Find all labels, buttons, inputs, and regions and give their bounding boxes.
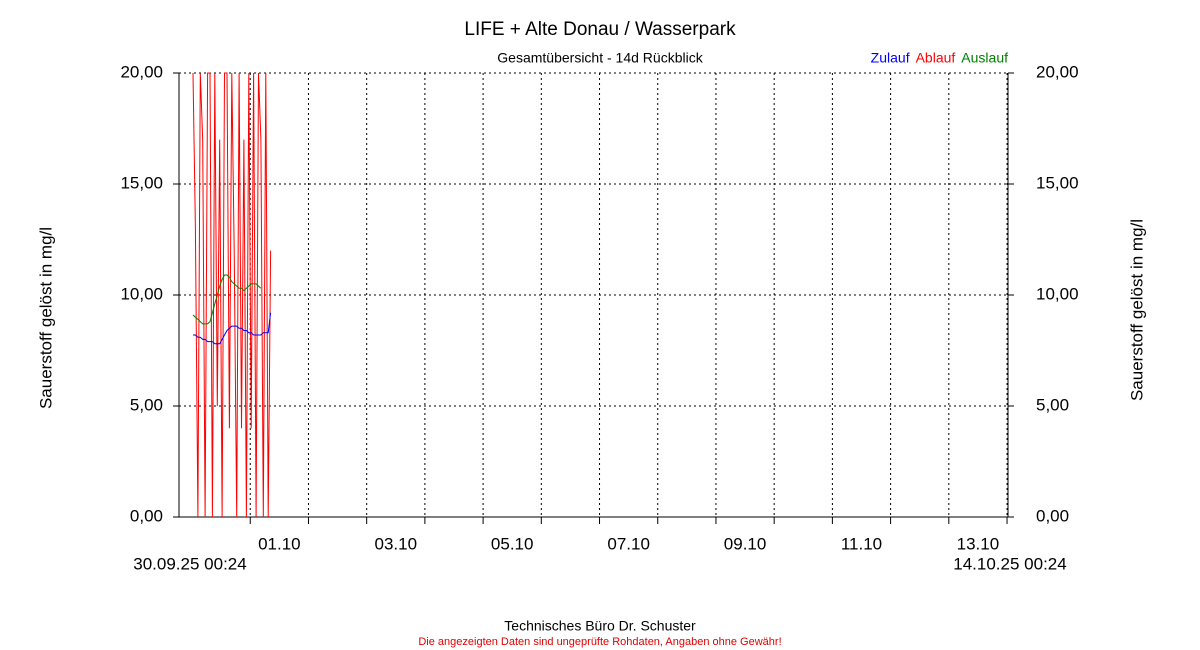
legend-entry: Zulauf xyxy=(871,50,910,66)
series-line xyxy=(192,72,272,518)
x-tick-label: 03.10 xyxy=(375,534,418,553)
legend-entry: Ablauf xyxy=(916,50,956,66)
x-range-end: 14.10.25 00:24 xyxy=(953,554,1066,573)
footer: Technisches Büro Dr. Schuster xyxy=(504,618,696,634)
y2-tick-label: 20,00 xyxy=(1036,62,1079,81)
y-tick-label: 0,00 xyxy=(130,506,163,525)
y2-axis-label: Sauerstoff gelöst in mg/l xyxy=(1127,219,1146,401)
disclaimer: Die angezeigten Daten sind ungeprüfte Ro… xyxy=(418,636,781,648)
x-tick-label: 01.10 xyxy=(258,534,301,553)
x-tick-label: 07.10 xyxy=(607,534,650,553)
series-line xyxy=(193,312,272,345)
y-tick-label: 5,00 xyxy=(130,395,163,414)
y2-tick-label: 5,00 xyxy=(1036,395,1069,414)
chart-subtitle: Gesamtübersicht - 14d Rückblick xyxy=(497,50,703,66)
series-line xyxy=(192,274,262,325)
x-tick-label: 05.10 xyxy=(491,534,534,553)
x-range-start: 30.09.25 00:24 xyxy=(133,554,246,573)
y-tick-label: 15,00 xyxy=(120,173,163,192)
x-tick-label: 11.10 xyxy=(841,534,882,553)
x-tick-label: 09.10 xyxy=(724,534,767,553)
x-tick-label: 13.10 xyxy=(957,534,1000,553)
y-tick-label: 10,00 xyxy=(120,284,163,303)
legend-entry: Auslauf xyxy=(961,50,1008,66)
y2-tick-label: 10,00 xyxy=(1036,284,1079,303)
chart-title: LIFE + Alte Donau / Wasserpark xyxy=(464,19,736,40)
y2-tick-label: 15,00 xyxy=(1036,173,1079,192)
y-axis-label: Sauerstoff gelöst in mg/l xyxy=(36,227,55,409)
y-tick-label: 20,00 xyxy=(120,62,163,81)
y2-tick-label: 0,00 xyxy=(1036,506,1069,525)
